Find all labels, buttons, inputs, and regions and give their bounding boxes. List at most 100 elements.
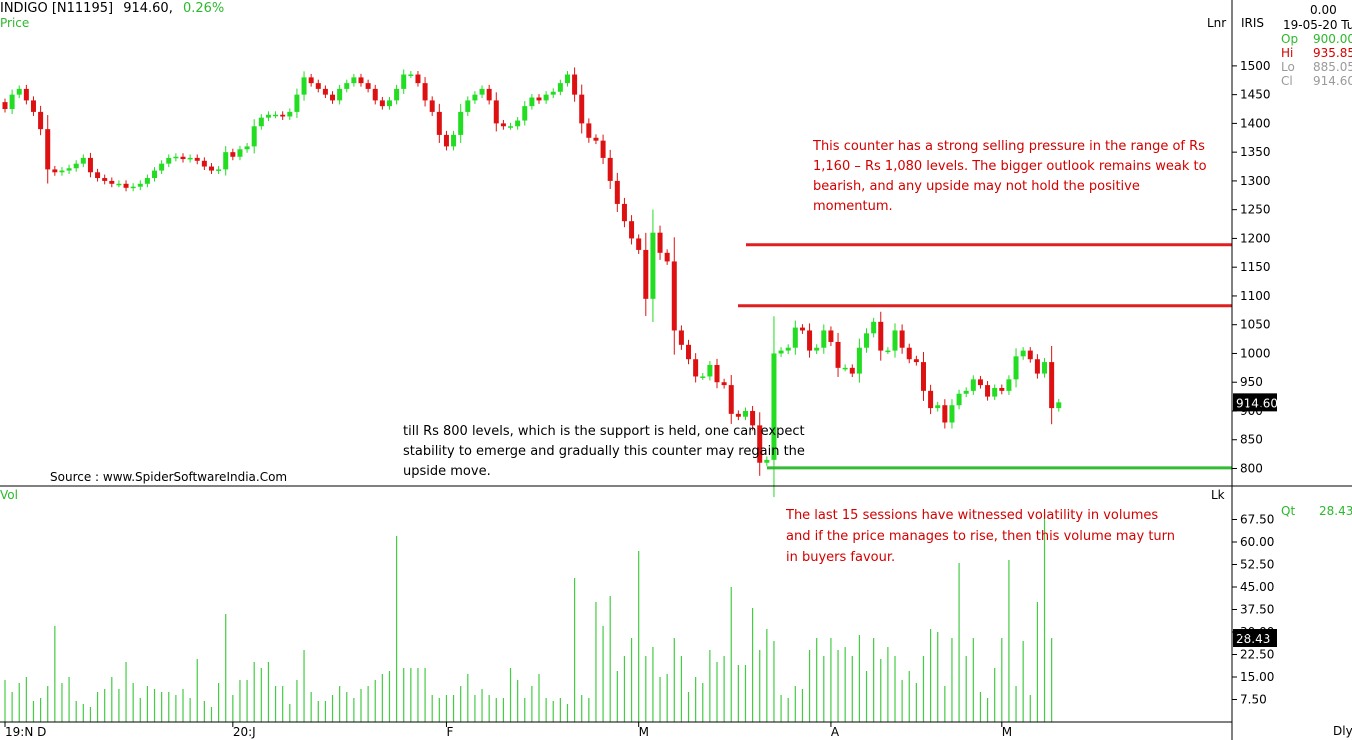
brand-label: IRIS (1241, 16, 1265, 30)
candle-body (970, 379, 976, 391)
candle-body (828, 330, 834, 342)
candle-body (963, 390, 969, 394)
candle-body (294, 94, 300, 112)
last-volume-label: 28.43 (1236, 632, 1270, 646)
candle-body (486, 88, 492, 101)
volume-tick-label: 52.50 (1240, 558, 1274, 572)
info-date: 19-05-20 Tu (1283, 18, 1352, 32)
candle-body (543, 94, 549, 101)
time-tick-label: M (639, 725, 649, 739)
candle-body (657, 232, 663, 253)
candle-body (636, 238, 642, 250)
candle-body (337, 88, 343, 101)
chart-header: INDIGO [N11195] 914.60, 0.26% (0, 1, 224, 16)
volume-tick-label: 7.50 (1240, 693, 1267, 707)
candle-body (949, 405, 955, 423)
time-tick-label: F (446, 725, 453, 739)
open-value: 900.00 (1313, 32, 1352, 46)
candle-body (52, 169, 58, 173)
candle-body (123, 183, 129, 188)
candle-body (671, 261, 677, 331)
candle-body (408, 74, 414, 77)
candle-body (735, 413, 741, 417)
price-tick-label: 1200 (1240, 231, 1271, 245)
candle-body (821, 330, 827, 348)
candle-body (557, 83, 563, 92)
candle-body (152, 170, 158, 179)
candle-body (287, 111, 293, 117)
candle-body (465, 100, 471, 112)
time-tick-label: 20:J (233, 725, 256, 739)
candle-body (116, 183, 122, 186)
volume-tick-label: 37.50 (1240, 603, 1274, 617)
candle-body (95, 172, 101, 179)
candle-body (30, 100, 36, 112)
candle-body (643, 249, 649, 299)
candle-body (920, 362, 926, 391)
candle-body (500, 123, 506, 127)
candle-body (159, 163, 165, 171)
volume-annotation: The last 15 sessions have witnessed vola… (786, 508, 1176, 565)
candle-body (80, 157, 86, 164)
candle-body (600, 140, 606, 158)
support-annotation: till Rs 800 levels, which is the support… (403, 424, 805, 479)
candle-body (344, 83, 350, 89)
candle-body (230, 152, 236, 157)
price-tick-label: 1250 (1240, 203, 1271, 217)
source-credit: Source : www.SpiderSoftwareIndia.Com (50, 470, 288, 484)
candle-body (308, 77, 314, 84)
candle-body (358, 77, 364, 84)
candle-body (102, 178, 108, 181)
volume-tick-label: 22.50 (1240, 648, 1274, 662)
candle-body (109, 180, 115, 184)
price-tick-label: 1000 (1240, 346, 1271, 360)
candle-body (536, 97, 542, 101)
candle-body (365, 83, 371, 89)
last-price-box (1233, 393, 1277, 412)
candle-body (1049, 362, 1055, 409)
candle-body (935, 405, 941, 409)
candle-body (778, 350, 784, 354)
last-volume-box (1233, 629, 1277, 647)
candle-body (678, 330, 684, 345)
candle-body (173, 156, 179, 159)
candle-body (564, 74, 570, 84)
time-tick-label: A (831, 725, 840, 739)
volume-tick-label: 67.50 (1240, 513, 1274, 527)
candle-body (244, 146, 250, 150)
candle-body (1042, 362, 1048, 374)
candle-body (1027, 350, 1033, 360)
candle-body (928, 390, 934, 409)
price-chart: 914.60 (2, 67, 1278, 498)
candle-body (180, 156, 186, 160)
info-value: 0.00 (1310, 3, 1337, 17)
candle-body (280, 114, 286, 117)
price-tick-label: 1350 (1240, 145, 1271, 159)
candle-body (415, 74, 421, 84)
candle-body (714, 364, 720, 383)
candle-body (223, 152, 229, 170)
lk-label: Lk (1211, 488, 1225, 502)
volume-tick-label: 30.00 (1240, 625, 1274, 639)
candle-body (529, 97, 535, 107)
candle-body (899, 330, 905, 348)
candle-body (351, 77, 357, 84)
scale-type-label: Lnr (1207, 16, 1227, 30)
candle-body (607, 157, 613, 181)
qty-label: Qt (1281, 504, 1296, 518)
candle-body (579, 94, 585, 124)
candle-body (522, 106, 528, 121)
candle-body (379, 100, 385, 107)
candle-body (664, 252, 670, 262)
candle-body (515, 120, 521, 127)
candle-body (443, 134, 449, 147)
price-tick-label: 1100 (1240, 289, 1271, 303)
candle-body (750, 410, 756, 426)
candle-body (330, 94, 336, 101)
candle-body (764, 459, 770, 463)
last-price: 914.60, (123, 1, 173, 16)
price-tick-label: 1050 (1240, 318, 1271, 332)
volume-panel-label: Vol (0, 488, 18, 502)
